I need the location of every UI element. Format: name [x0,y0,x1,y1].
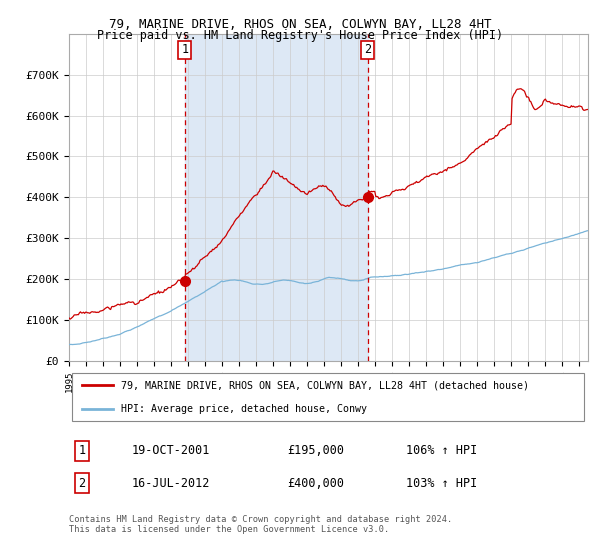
Text: 106% ↑ HPI: 106% ↑ HPI [406,444,478,458]
Text: 103% ↑ HPI: 103% ↑ HPI [406,477,478,489]
Text: Contains HM Land Registry data © Crown copyright and database right 2024.
This d: Contains HM Land Registry data © Crown c… [69,515,452,534]
Text: 16-JUL-2012: 16-JUL-2012 [131,477,209,489]
Text: Price paid vs. HM Land Registry's House Price Index (HPI): Price paid vs. HM Land Registry's House … [97,29,503,42]
Text: 79, MARINE DRIVE, RHOS ON SEA, COLWYN BAY, LL28 4HT (detached house): 79, MARINE DRIVE, RHOS ON SEA, COLWYN BA… [121,380,529,390]
Text: 79, MARINE DRIVE, RHOS ON SEA, COLWYN BAY, LL28 4HT: 79, MARINE DRIVE, RHOS ON SEA, COLWYN BA… [109,18,491,31]
FancyBboxPatch shape [71,374,584,421]
Text: HPI: Average price, detached house, Conwy: HPI: Average price, detached house, Conw… [121,404,367,414]
Text: £195,000: £195,000 [287,444,344,458]
Text: 1: 1 [79,444,86,458]
Text: 2: 2 [79,477,86,489]
Text: 19-OCT-2001: 19-OCT-2001 [131,444,209,458]
Text: 1: 1 [181,44,188,57]
Text: £400,000: £400,000 [287,477,344,489]
Bar [185,34,368,361]
Text: 2: 2 [364,44,371,57]
